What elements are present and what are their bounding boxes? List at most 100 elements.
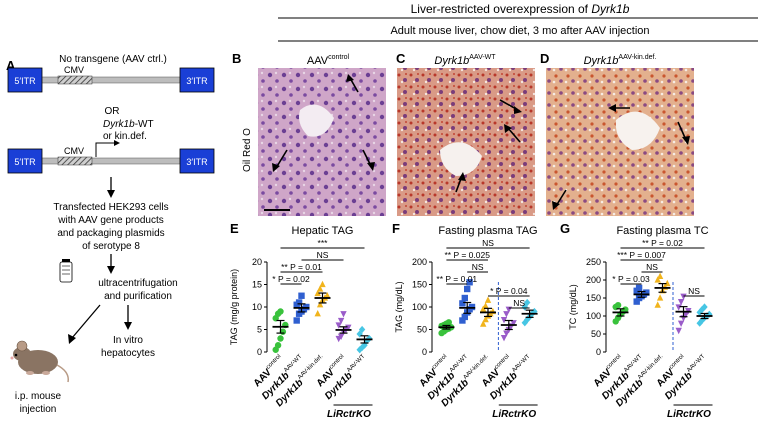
y-tick-label: 100 [412,302,427,312]
y-tick-label: 150 [412,280,427,290]
data-point [503,311,510,318]
arrow-c-2 [507,127,521,143]
vessel-d [615,111,660,150]
histology-panel-b: B AAVcontrol [232,51,386,216]
data-point [656,294,664,301]
y-tick-label: 20 [252,257,262,267]
construct2-right-itr-label: 3′ITR [186,157,208,167]
histology-row: Oil Red O B AAVcontrol C Dyrk1bAAV-WT [232,51,694,216]
arrow-3 [71,304,101,339]
data-point [524,316,531,324]
arrow-d-1-head [608,104,616,112]
data-point [656,272,664,279]
data-point [314,289,321,297]
data-point [503,330,510,337]
data-point [682,311,690,318]
data-point [293,317,300,324]
construct1-promoter [57,75,93,85]
y-tick-label: 0 [596,347,601,357]
chart-title: Fasting plasma TAG [438,225,537,237]
data-point [654,301,661,308]
chart-title: Hepatic TAG [292,225,354,237]
step2-line2: and purification [104,291,172,302]
y-tick-label: 15 [252,280,262,290]
data-point [277,308,284,315]
arrow-2-head [107,266,115,274]
construct2: Dyrk1b-WT or kin.def. 5′ITR CMV 3′ITR [7,119,215,174]
data-point [643,289,650,296]
comparison-label: NS [472,262,484,272]
construct1-promoter-label: CMV [64,65,84,75]
panel-c-title: Dyrk1bAAV-WT [434,54,496,67]
panel-label-g: G [560,221,570,236]
data-point [461,294,468,302]
comparison-label: NS [646,262,658,272]
construct2-left-itr-label: 5′ITR [14,157,36,167]
step1-line3: and packaging plasmids [57,228,164,239]
or-text: OR [105,106,120,117]
comparison-label: ** P = 0.01 [281,262,322,272]
data-point [677,299,685,306]
data-point [521,319,528,327]
construct1-left-itr [7,67,43,93]
data-point [480,320,487,327]
charts-row: E Hepatic TAG TAG (mg/g protein) 0 5 10 15 20 **… [229,221,713,420]
data-point [521,303,528,311]
arrow-d-2-head [682,136,690,145]
panel-label-f: F [392,221,400,236]
panel-label-d: D [540,51,549,66]
step2-line1: ultracentrifugation [98,278,178,289]
panel-label-a: A [6,58,16,73]
chart-f: F Fasting plasma TAG TAG (mg/dL) 0 50 100 150 2… [392,221,538,420]
comparison-label: NS [513,298,525,308]
data-point [680,293,687,300]
y-tick-label: 0 [422,347,427,357]
data-point [675,304,682,311]
comparison-label: ** P = 0.02 [642,238,683,248]
y-tick-label: 0 [257,347,262,357]
panel-b-title: AAVcontrol [307,54,350,67]
data-point [466,279,473,286]
y-tick-label: 150 [586,293,601,303]
y-tick-label: 250 [586,257,601,267]
step1-line4: of serotype 8 [82,241,140,252]
arrow-3-head [68,334,76,344]
y-axis-label: TC (mg/dL) [568,284,578,330]
y-tick-label: 200 [586,275,601,285]
data-point [500,317,508,324]
data-point [664,279,671,287]
comparison-label: NS [688,286,700,296]
y-tick-label: 100 [586,311,601,321]
data-point [635,284,643,292]
oil-red-o-label: Oil Red O [242,128,253,172]
comparison-label: * P = 0.02 [272,274,310,284]
data-point [500,335,508,342]
construct2-promoter [57,156,93,166]
group-label: LiRctrKO [492,409,536,420]
arrow-c-2-head [504,124,512,133]
out1-line2: injection [20,404,57,415]
data-point [510,320,517,327]
header-subtitle: Adult mouse liver, chow diet, 3 mo after… [390,25,649,37]
data-point [482,302,489,309]
y-tick-label: 5 [257,325,262,335]
data-point [274,342,282,349]
vessel-b [299,104,334,137]
transcription-arrowhead [114,140,120,146]
histology-panel-d: D Dyrk1bAAV-kin.def. [540,51,694,216]
data-point [622,306,629,313]
out1-line1: i.p. mouse [15,391,62,402]
y-tick-label: 10 [252,302,262,312]
arrow-b-2-head [346,74,354,82]
comparison-label: ** P = 0.01 [436,274,477,284]
data-point [677,320,685,327]
data-point [459,317,466,324]
comparison-label: * P = 0.04 [490,286,528,296]
data-point [337,333,345,341]
construct2-promoter-label: CMV [64,146,84,156]
data-point [445,319,452,326]
arrow-1-head [107,190,115,198]
histology-panel-c: C Dyrk1bAAV-WT [396,51,535,216]
arrow-c-3-head [458,172,466,181]
